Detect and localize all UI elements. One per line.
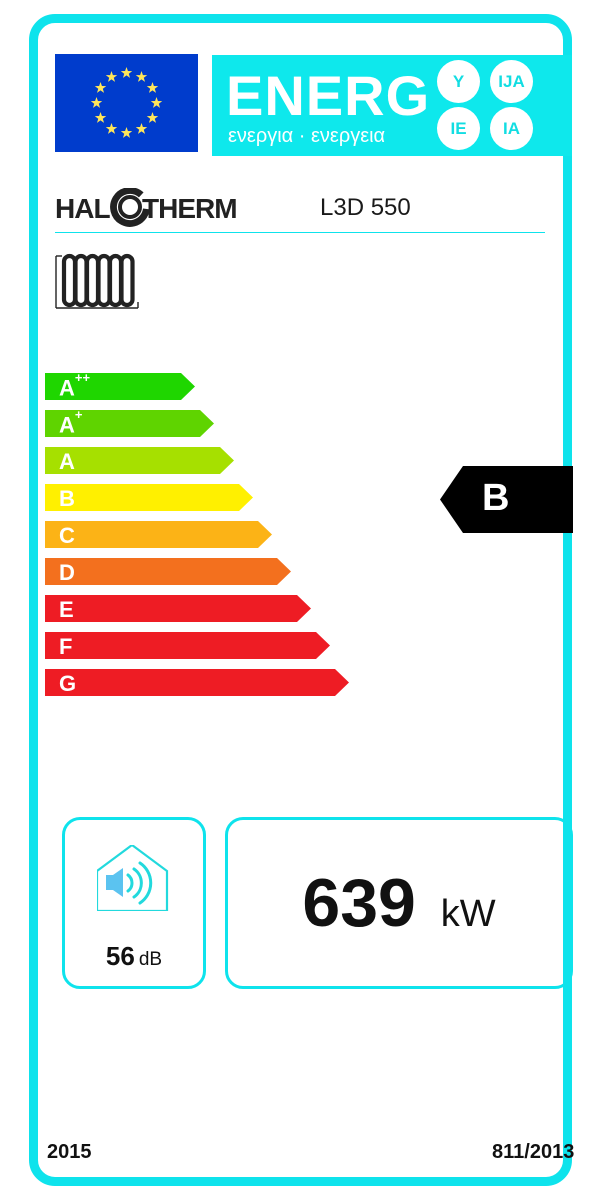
svg-text:THERM: THERM — [142, 193, 237, 224]
svg-text:HAL: HAL — [55, 193, 110, 224]
